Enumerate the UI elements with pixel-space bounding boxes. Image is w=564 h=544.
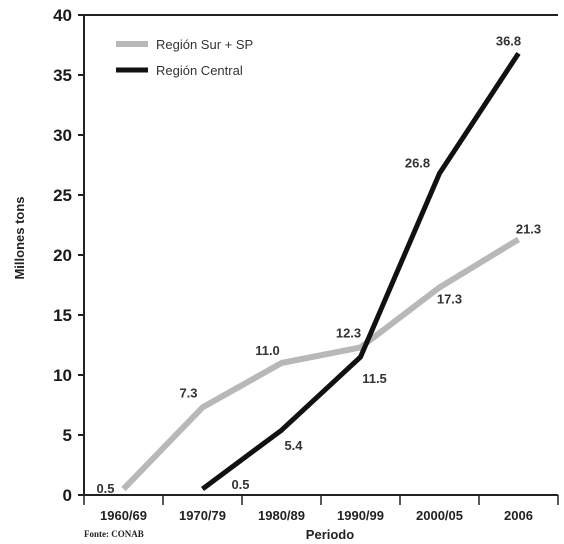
legend-label-1: Región Central <box>156 63 243 78</box>
y-axis-ticks: 0 5 10 15 20 25 30 35 40 <box>53 6 84 505</box>
y-tick-label: 20 <box>53 246 72 265</box>
source-note: Fonte: CONAB <box>84 529 144 539</box>
data-label: 21.3 <box>516 221 541 236</box>
series-line-1 <box>201 52 521 492</box>
data-label: 26.8 <box>405 155 430 170</box>
data-label: 11.0 <box>255 343 280 358</box>
axes <box>83 14 558 496</box>
x-axis-label: Periodo <box>306 527 354 542</box>
data-label: 11.5 <box>362 371 387 386</box>
y-tick-label: 15 <box>53 306 72 325</box>
data-label: 7.3 <box>179 385 197 400</box>
x-tick-label: 1990/99 <box>337 508 384 523</box>
data-label: 12.3 <box>336 325 361 340</box>
data-label: 0.5 <box>96 481 114 496</box>
y-tick-label: 10 <box>53 366 72 385</box>
series-lines <box>121 52 521 492</box>
y-tick-label: 30 <box>53 126 72 145</box>
legend-label-0: Región Sur + SP <box>156 37 253 52</box>
y-tick-label: 0 <box>63 486 72 505</box>
x-tick-label: 2006 <box>504 508 533 523</box>
x-tick-label: 1980/89 <box>258 508 305 523</box>
data-label: 17.3 <box>437 291 462 306</box>
y-tick-label: 5 <box>63 426 72 445</box>
y-axis-label: Millones tons <box>12 196 27 279</box>
legend: Región Sur + SP Región Central <box>116 37 253 78</box>
data-label: 5.4 <box>284 438 303 453</box>
y-tick-label: 40 <box>53 6 72 25</box>
x-axis-ticks: 1960/69 1970/79 1980/89 1990/99 2000/05 2006 <box>83 495 559 523</box>
y-tick-label: 35 <box>53 66 72 85</box>
series-line-0 <box>121 236 521 492</box>
y-tick-label: 25 <box>53 186 72 205</box>
data-labels: 0.5 7.3 11.0 12.3 17.3 21.3 0.5 5.4 11.5 26.8 36.8 <box>96 33 541 496</box>
x-tick-label: 2000/05 <box>416 508 463 523</box>
data-label: 36.8 <box>496 33 521 48</box>
x-tick-label: 1970/79 <box>179 508 226 523</box>
x-tick-label: 1960/69 <box>100 508 147 523</box>
data-label: 0.5 <box>231 477 249 492</box>
